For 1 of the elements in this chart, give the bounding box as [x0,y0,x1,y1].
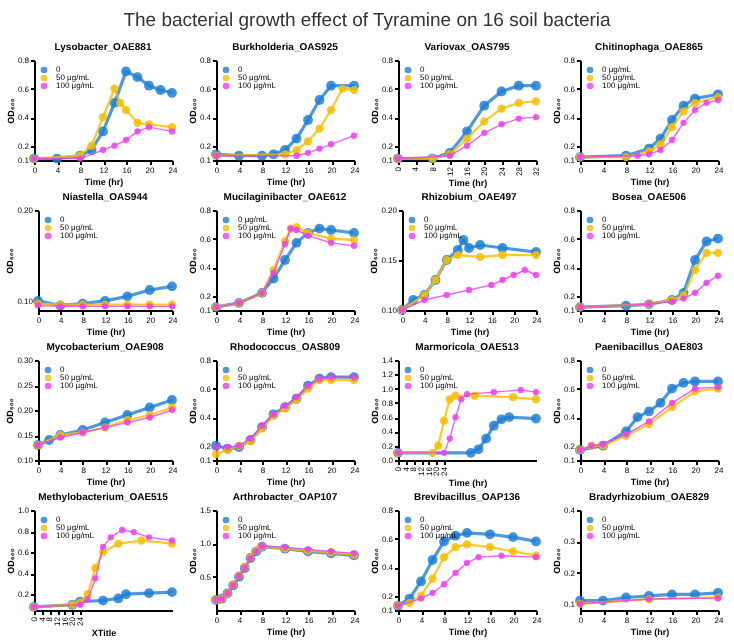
text: The bacterial growth effect of Tyramine on 16 soil bacteria [121,8,613,36]
